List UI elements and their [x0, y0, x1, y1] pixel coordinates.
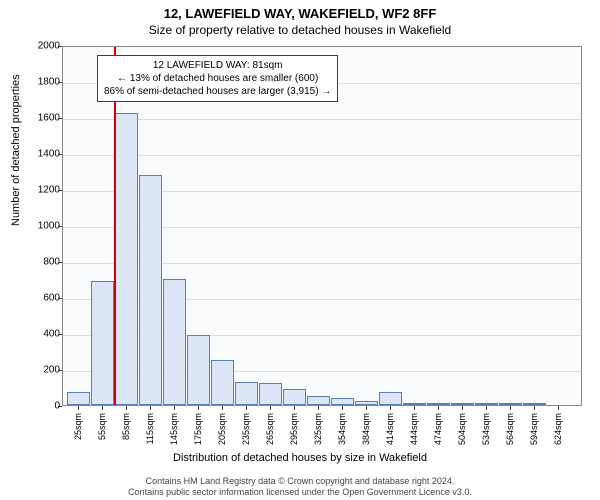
histogram-bar	[67, 392, 90, 405]
x-tick-label: 504sqm	[457, 413, 467, 445]
histogram-bar	[379, 392, 402, 405]
x-tick-label: 534sqm	[481, 413, 491, 445]
histogram-bar	[139, 175, 162, 405]
x-tick-label: 474sqm	[433, 413, 443, 445]
y-tick-label: 1600	[30, 113, 60, 124]
histogram-bar	[499, 403, 522, 405]
x-axis-label: Distribution of detached houses by size …	[0, 452, 600, 464]
info-box: 12 LAWEFIELD WAY: 81sqm← 13% of detached…	[97, 55, 338, 102]
x-tick-label: 624sqm	[553, 413, 563, 445]
y-axis-label: Number of detached properties	[10, 74, 22, 226]
y-tick-label: 200	[30, 365, 60, 376]
histogram-bar	[163, 279, 186, 405]
x-tick-label: 295sqm	[289, 413, 299, 445]
y-tick-label: 400	[30, 329, 60, 340]
x-tick-label: 85sqm	[121, 413, 131, 440]
y-tick-label: 1400	[30, 149, 60, 160]
chart-container: 12, LAWEFIELD WAY, WAKEFIELD, WF2 8FF Si…	[0, 0, 600, 500]
histogram-bar	[211, 360, 234, 405]
x-tick-label: 414sqm	[385, 413, 395, 445]
y-tick-label: 1200	[30, 185, 60, 196]
histogram-bar	[91, 281, 114, 405]
page-title: 12, LAWEFIELD WAY, WAKEFIELD, WF2 8FF	[0, 0, 600, 21]
y-tick-label: 600	[30, 293, 60, 304]
y-tick-label: 1000	[30, 221, 60, 232]
x-tick-label: 55sqm	[97, 413, 107, 440]
histogram-bar	[427, 403, 450, 405]
info-box-line: 12 LAWEFIELD WAY: 81sqm	[104, 59, 331, 72]
x-tick-label: 145sqm	[169, 413, 179, 445]
x-tick-label: 325sqm	[313, 413, 323, 445]
y-tick-label: 0	[30, 401, 60, 412]
x-tick-label: 175sqm	[193, 413, 203, 445]
x-tick-label: 265sqm	[265, 413, 275, 445]
histogram-bar	[259, 383, 282, 405]
histogram-bar	[523, 403, 546, 405]
x-tick-label: 384sqm	[361, 413, 371, 445]
histogram-bar	[307, 396, 330, 405]
footer-line-1: Contains HM Land Registry data © Crown c…	[0, 476, 600, 487]
x-tick-label: 594sqm	[529, 413, 539, 445]
histogram-bar	[475, 403, 498, 405]
x-tick-label: 25sqm	[73, 413, 83, 440]
x-tick-label: 235sqm	[241, 413, 251, 445]
x-tick-label: 444sqm	[409, 413, 419, 445]
histogram-bar	[403, 403, 426, 405]
histogram-bar	[355, 401, 378, 405]
histogram-bar	[451, 403, 474, 405]
plot-area: 12 LAWEFIELD WAY: 81sqm← 13% of detached…	[62, 46, 582, 406]
x-tick-label: 205sqm	[217, 413, 227, 445]
info-box-line: ← 13% of detached houses are smaller (60…	[104, 72, 331, 85]
x-tick-label: 354sqm	[337, 413, 347, 445]
histogram-bar	[115, 113, 138, 405]
y-tick-label: 800	[30, 257, 60, 268]
x-tick-label: 115sqm	[145, 413, 155, 444]
page-subtitle: Size of property relative to detached ho…	[0, 21, 600, 39]
y-tick-label: 1800	[30, 77, 60, 88]
histogram-bar	[235, 382, 258, 405]
y-tick-label: 2000	[30, 41, 60, 52]
histogram-bar	[283, 389, 306, 405]
x-tick-label: 564sqm	[505, 413, 515, 445]
footer-line-2: Contains public sector information licen…	[0, 487, 600, 498]
footer-attribution: Contains HM Land Registry data © Crown c…	[0, 476, 600, 498]
histogram-bar	[187, 335, 210, 405]
info-box-line: 86% of semi-detached houses are larger (…	[104, 85, 331, 98]
histogram-bar	[331, 398, 354, 405]
